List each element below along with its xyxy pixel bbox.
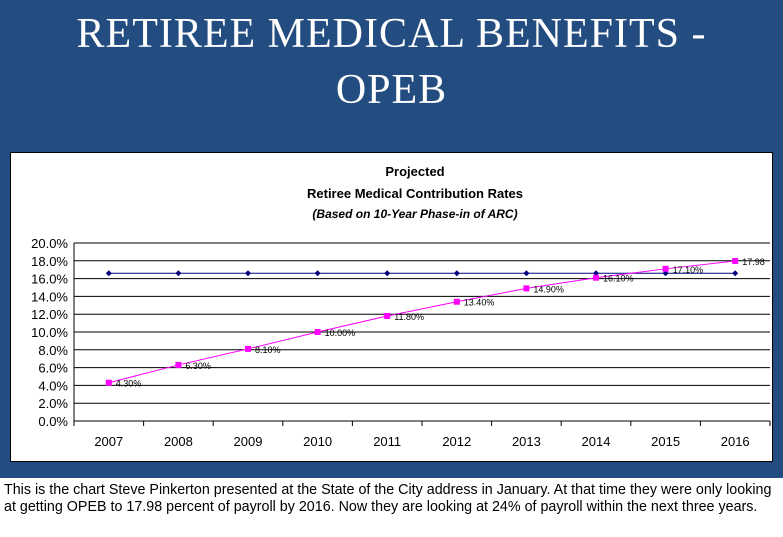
y-tick-label: 2.0% bbox=[38, 396, 68, 411]
data-point bbox=[662, 265, 669, 272]
data-label: 4.30% bbox=[116, 379, 142, 389]
data-point bbox=[105, 379, 112, 386]
x-tick-label: 2014 bbox=[582, 434, 611, 449]
data-point bbox=[245, 270, 251, 277]
x-tick-label: 2010 bbox=[303, 434, 332, 449]
data-label: 11.80% bbox=[394, 312, 424, 322]
data-point bbox=[105, 270, 112, 277]
slide-title-line1: RETIREE MEDICAL BENEFITS - bbox=[76, 11, 707, 57]
slide-title-line2: OPEB bbox=[335, 67, 448, 113]
data-label: 16.10% bbox=[603, 274, 634, 284]
x-tick-label: 2012 bbox=[442, 434, 471, 449]
data-point bbox=[175, 361, 182, 368]
data-point bbox=[314, 329, 321, 335]
slide-title: RETIREE MEDICAL BENEFITS - OPEB bbox=[0, 6, 783, 118]
data-point bbox=[314, 270, 321, 277]
y-tick-label: 16.0% bbox=[31, 272, 68, 287]
y-tick-label: 12.0% bbox=[31, 307, 68, 322]
data-point bbox=[523, 285, 530, 292]
data-point bbox=[732, 270, 739, 277]
x-tick-label: 2008 bbox=[164, 434, 193, 449]
data-point bbox=[245, 345, 251, 352]
y-tick-label: 18.0% bbox=[31, 254, 68, 269]
y-tick-label: 8.0% bbox=[38, 343, 68, 358]
chart-box: Projected Retiree Medical Contribution R… bbox=[10, 152, 773, 462]
line-chart: Projected Retiree Medical Contribution R… bbox=[31, 164, 771, 449]
y-tick-label: 14.0% bbox=[31, 289, 68, 304]
data-point bbox=[453, 270, 460, 277]
x-tick-label: 2015 bbox=[651, 434, 680, 449]
x-tick-label: 2007 bbox=[94, 434, 123, 449]
data-point bbox=[523, 270, 530, 277]
y-tick-label: 4.0% bbox=[38, 378, 68, 393]
y-tick-label: 20.0% bbox=[31, 236, 68, 251]
x-tick-label: 2013 bbox=[512, 434, 541, 449]
data-point bbox=[593, 270, 599, 277]
y-tick-label: 10.0% bbox=[31, 325, 68, 340]
x-tick-label: 2009 bbox=[234, 434, 263, 449]
data-label: 17.10% bbox=[673, 265, 704, 275]
data-label: 13.40% bbox=[464, 298, 495, 308]
chart-subtitle: Retiree Medical Contribution Rates bbox=[307, 186, 523, 201]
slide-header bbox=[0, 0, 783, 143]
data-label: 17.98 bbox=[742, 257, 765, 267]
data-point bbox=[453, 298, 460, 305]
series-line bbox=[108, 260, 736, 384]
y-tick-label: 0.0% bbox=[38, 414, 68, 429]
data-label: 6.30% bbox=[185, 361, 211, 371]
chart-title: Projected bbox=[385, 164, 444, 179]
data-label: 8.10% bbox=[255, 345, 281, 355]
plot-area: 0.0% 2.0% 4.0% 6.0% 8.0% 10.0% 12.0% 14.0% 16.0%… bbox=[31, 236, 771, 449]
x-tick-label: 2016 bbox=[721, 434, 750, 449]
slide-caption: This is the chart Steve Pinkerton presen… bbox=[4, 482, 772, 515]
data-label: 14.90% bbox=[533, 284, 564, 294]
data-point bbox=[732, 257, 739, 264]
data-label: 10.00% bbox=[325, 328, 356, 338]
data-point bbox=[384, 312, 391, 319]
y-tick-label: 6.0% bbox=[38, 361, 68, 376]
data-point bbox=[593, 274, 599, 281]
data-point bbox=[175, 270, 182, 277]
chart-subtitle-note: (Based on 10-Year Phase-in of ARC) bbox=[312, 207, 517, 221]
x-tick-label: 2011 bbox=[373, 434, 401, 449]
data-point bbox=[384, 270, 391, 277]
